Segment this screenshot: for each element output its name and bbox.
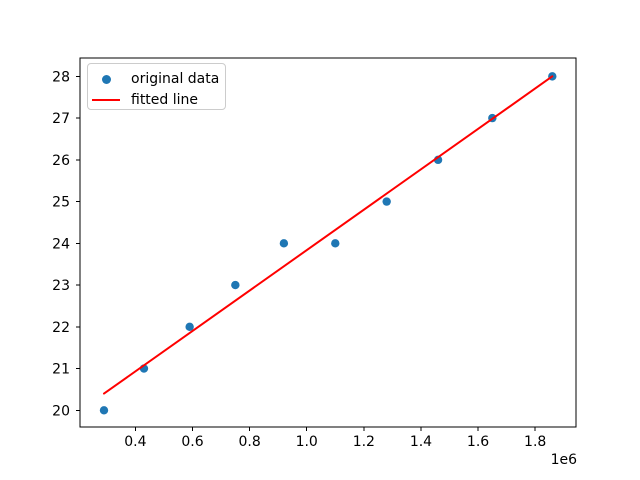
x-tick-label: 0.8 <box>238 434 260 450</box>
y-tick-label: 28 <box>52 69 70 85</box>
legend-swatch <box>92 99 120 101</box>
data-point <box>99 406 109 415</box>
x-tick-label: 1.2 <box>353 434 375 450</box>
y-tick-label: 26 <box>52 153 70 169</box>
y-tick-label: 23 <box>52 278 70 294</box>
y-tick-label: 20 <box>52 403 70 419</box>
x-tick-label: 0.4 <box>124 434 146 450</box>
y-tick-label: 21 <box>52 362 70 378</box>
line-marker-icon <box>92 99 120 101</box>
legend-entry-fitted-line: fitted line <box>92 91 219 109</box>
fitted-line <box>102 75 554 395</box>
legend-label: original data <box>131 71 220 87</box>
y-tick-label: 24 <box>52 236 70 252</box>
x-tick-label: 1.0 <box>296 434 318 450</box>
y-tick-label: 22 <box>52 320 70 336</box>
scatter-marker-icon <box>101 74 111 84</box>
data-point <box>185 322 194 332</box>
x-tick-label: 1.4 <box>410 434 432 450</box>
x-axis-offset-label: 1e6 <box>551 452 578 468</box>
axes-frame <box>79 57 577 428</box>
legend: original data fitted line <box>87 63 226 110</box>
legend-label: fitted line <box>131 92 199 108</box>
data-point <box>382 197 391 206</box>
x-tick-label: 1.6 <box>467 434 489 450</box>
legend-swatch <box>92 74 120 84</box>
data-point <box>331 239 340 248</box>
data-point <box>231 280 240 290</box>
y-tick-label: 27 <box>52 111 70 127</box>
legend-entry-original-data: original data <box>92 70 219 88</box>
x-tick-label: 0.6 <box>181 434 203 450</box>
y-tick-label: 25 <box>52 195 70 211</box>
x-tick-label: 1.8 <box>524 434 546 450</box>
data-point <box>279 239 289 248</box>
